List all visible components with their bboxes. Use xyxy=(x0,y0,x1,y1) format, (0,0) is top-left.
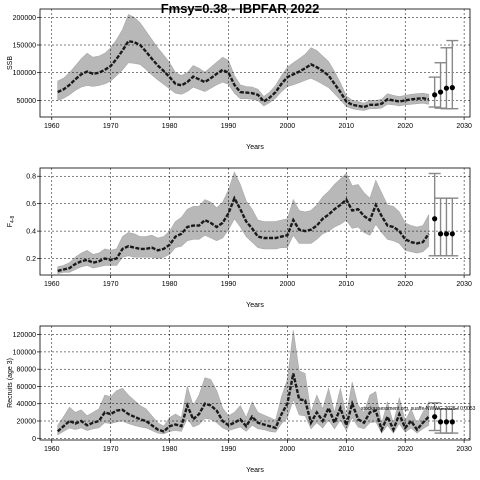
recruits-x-axis-label: Years xyxy=(246,467,264,474)
ssb-forecast-point xyxy=(443,85,450,91)
ssb-plot-frame xyxy=(39,8,471,118)
ssb-x-tick-label: 2010 xyxy=(339,123,355,130)
recruits-estimate-line xyxy=(56,373,430,433)
recruits-x-tick-label: 1980 xyxy=(162,446,178,453)
recruits-plot-frame xyxy=(39,325,471,441)
recruits-y-axis-label: Recruits (age 3) xyxy=(7,358,14,408)
recruits-forecast-point xyxy=(449,419,455,425)
f-forecast-point xyxy=(437,231,444,237)
f-y-axis-label-subscript: 4-8 xyxy=(10,216,16,223)
f-y-tick-label: 0.4 xyxy=(26,229,36,236)
recruits-x-tick-label: 1970 xyxy=(103,446,119,453)
ssb-y-tick-label: 100000 xyxy=(13,70,36,77)
f-forecast-point xyxy=(449,231,455,237)
f-x-tick-label: 1970 xyxy=(103,281,119,288)
ssb-x-tick-label: 1990 xyxy=(221,123,237,130)
recruits-x-tick-label: 1960 xyxy=(44,446,60,453)
ssb-forecast-point xyxy=(449,85,455,91)
recruits-y-tick-label: 0 xyxy=(32,436,36,443)
ssb-x-tick-label: 2030 xyxy=(456,123,472,130)
recruits-forecast-point xyxy=(437,419,444,425)
ssb-x-axis-label: Years xyxy=(246,144,264,151)
recruits-y-tick-label: 60000 xyxy=(17,384,37,391)
f-x-tick-label: 1960 xyxy=(44,281,60,288)
recruits-y-tick-label: 40000 xyxy=(17,401,37,408)
recruits-x-tick-label: 2010 xyxy=(339,446,355,453)
f-x-tick-label: 2010 xyxy=(339,281,355,288)
figure-title: Fmsy=0.38 - IBPFAR 2022 xyxy=(161,1,320,16)
recruits-forecast-point xyxy=(432,414,438,420)
ssb-y-axis-label: SSB xyxy=(7,56,14,70)
recruits-confidence-band xyxy=(57,330,430,436)
ssb-panel: 1960 1970 1980 1990 2000 2010 2020 2030 50000 100… xyxy=(7,8,472,151)
recruits-y-tick-label: 120000 xyxy=(13,332,36,339)
recruits-annotation: stockassessment.org, suaffe-NWWG-2025-f … xyxy=(361,406,476,412)
f-y-axis-label: F4-8 xyxy=(7,216,16,228)
recruits-y-tick-label: 100000 xyxy=(13,349,36,356)
f-plot-frame xyxy=(39,167,471,276)
f-estimate-line xyxy=(57,195,430,273)
f-panel: 1960 1970 1980 1990 2000 2010 2020 2030 0.2 0.4 0.… xyxy=(7,167,472,309)
f-y-tick-label: 0.6 xyxy=(26,201,36,208)
f-x-tick-label: 2020 xyxy=(397,281,413,288)
recruits-x-tick-label: 1990 xyxy=(221,446,237,453)
ssb-x-tick-label: 1960 xyxy=(44,123,60,130)
ssb-x-tick-label: 1980 xyxy=(162,123,178,130)
ssb-y-tick-label: 150000 xyxy=(13,43,36,50)
f-confidence-band xyxy=(57,171,430,274)
ssb-x-tick-label: 1970 xyxy=(103,123,119,130)
recruits-forecast-point xyxy=(443,419,450,425)
recruits-x-tick-label: 2000 xyxy=(280,446,296,453)
ssb-forecast-point xyxy=(437,89,444,95)
recruits-y-tick-label: 20000 xyxy=(17,419,37,426)
ssb-forecast-point xyxy=(432,92,438,98)
f-forecast-point xyxy=(432,216,438,222)
f-forecast-point xyxy=(443,231,450,237)
recruits-x-tick-label: 2030 xyxy=(456,446,472,453)
ssb-estimate-line xyxy=(57,39,430,109)
ssb-x-tick-label: 2020 xyxy=(397,123,413,130)
f-x-tick-label: 2030 xyxy=(456,281,472,288)
ssb-y-tick-label: 200000 xyxy=(13,15,36,22)
f-x-tick-label: 1980 xyxy=(162,281,178,288)
f-x-axis-label: Years xyxy=(246,302,264,309)
f-x-tick-label: 1990 xyxy=(221,281,237,288)
f-y-tick-label: 0.2 xyxy=(26,256,36,263)
ssb-y-tick-label: 50000 xyxy=(17,98,37,105)
recruits-x-tick-label: 2020 xyxy=(397,446,413,453)
f-x-tick-label: 2000 xyxy=(280,281,296,288)
f-y-tick-label: 0.8 xyxy=(26,174,36,181)
recruits-y-tick-label: 80000 xyxy=(17,367,37,374)
recruits-panel: 1960 1970 1980 1990 2000 2010 2020 2030 0 20000 40… xyxy=(7,325,476,474)
ssb-x-tick-label: 2000 xyxy=(280,123,296,130)
